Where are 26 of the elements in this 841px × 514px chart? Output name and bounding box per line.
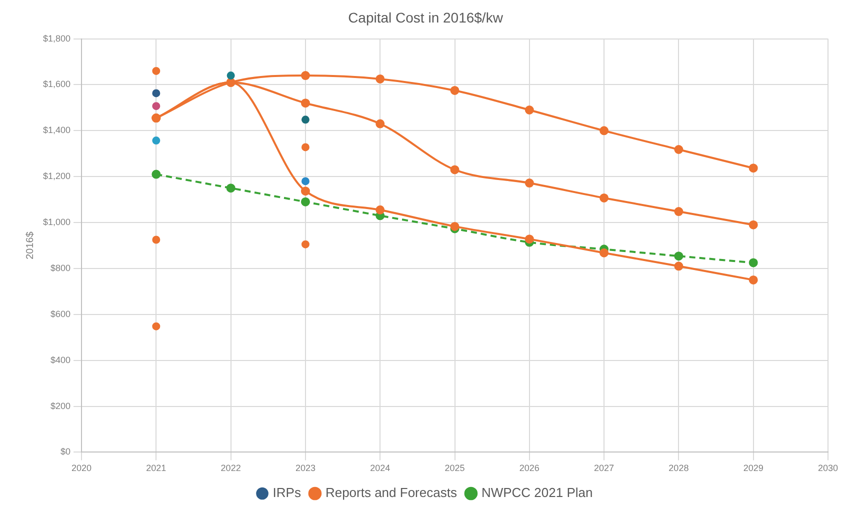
x-tick-label: 2021 — [146, 463, 166, 474]
x-tick-label: 2030 — [818, 463, 838, 474]
y-tick-label: $200 — [50, 400, 71, 411]
legend-label: NWPCC 2021 Plan — [481, 485, 593, 500]
x-tick-label: 2028 — [668, 463, 689, 474]
x-tick-label: 2029 — [743, 463, 764, 474]
y-tick-label: $1,200 — [42, 171, 71, 182]
x-tick-label: 2023 — [295, 463, 316, 474]
legend-label: Reports and Forecasts — [325, 485, 458, 500]
x-tick-label: 2020 — [72, 463, 92, 474]
y-tick-label: $1,000 — [42, 217, 71, 228]
x-tick-label: 2026 — [519, 463, 540, 474]
legend-label: IRPs — [272, 485, 302, 500]
y-tick-label: $600 — [50, 308, 71, 319]
x-tick-label: 2022 — [220, 463, 241, 474]
x-tick-label: 2027 — [594, 463, 614, 474]
y-tick-label: $1,800 — [42, 33, 71, 44]
y-tick-label: $0 — [60, 446, 71, 457]
chart-title: Capital Cost in 2016$/kw — [348, 9, 504, 26]
y-tick-label: $1,600 — [42, 79, 71, 90]
y-tick-label: $800 — [50, 262, 71, 273]
x-tick-label: 2024 — [370, 463, 390, 474]
y-axis-title: 2016$ — [24, 231, 36, 260]
y-tick-label: $1,400 — [42, 125, 71, 136]
y-tick-label: $400 — [50, 354, 71, 365]
x-tick-label: 2025 — [444, 463, 465, 474]
